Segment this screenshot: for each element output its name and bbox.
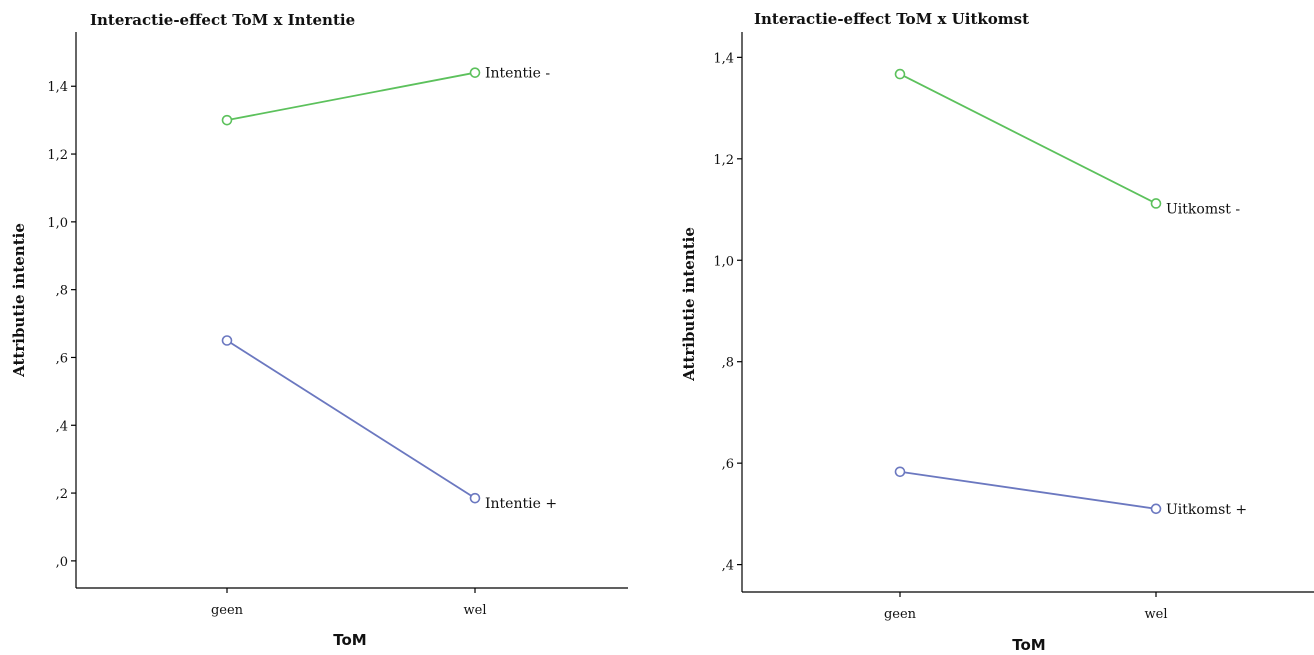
data-point <box>1150 198 1162 209</box>
x-tick-label: wel <box>464 603 487 618</box>
y-tick-label: ,8 <box>722 356 734 371</box>
chart-title: Interactie-effect ToM x Intentie <box>90 11 355 29</box>
x-axis-label: ToM <box>1012 636 1045 654</box>
x-axis-label: ToM <box>333 631 366 649</box>
y-tick-label: ,6 <box>722 457 734 472</box>
y-axis-label: Attributie intentie <box>680 227 698 382</box>
y-axis-label: Attributie intentie <box>10 223 28 378</box>
x-tick-label: geen <box>884 607 917 622</box>
plot-area: ,4 ,6 ,8 1,0 1,2 1,4 geen wel Uitkomst - Uitkomst… <box>713 32 1314 622</box>
x-tick-label: geen <box>211 603 244 618</box>
data-point <box>221 114 233 126</box>
series-label: Intentie + <box>485 496 557 512</box>
y-tick-label: 1,0 <box>47 216 68 231</box>
chart-uitkomst: Interactie-effect ToM x Uitkomst Attribu… <box>680 10 1314 654</box>
chart-intentie: Interactie-effect ToM x Intentie Attribu… <box>10 11 628 649</box>
y-tick-label: ,4 <box>722 559 734 574</box>
data-point <box>469 67 481 78</box>
y-tick-label: 1,2 <box>713 153 734 168</box>
plot-area: ,0 ,2 ,4 ,6 ,8 1,0 1,2 1,4 geen wel Intentie - Inte… <box>47 32 628 618</box>
series-line <box>226 339 476 499</box>
chart-title: Interactie-effect ToM x Uitkomst <box>754 10 1029 28</box>
series-label: Intentie - <box>485 66 550 82</box>
data-point <box>1150 503 1162 515</box>
series-label: Uitkomst + <box>1166 502 1247 518</box>
x-tick-label: wel <box>1145 607 1168 622</box>
y-tick-label: ,4 <box>56 419 68 434</box>
series-line <box>899 470 1157 510</box>
y-tick-label: ,2 <box>56 487 68 502</box>
data-point <box>894 68 906 80</box>
data-point <box>894 466 906 478</box>
y-tick-label: ,6 <box>56 351 68 366</box>
series-line <box>899 73 1157 205</box>
data-point <box>469 492 481 504</box>
data-point <box>221 335 233 346</box>
series-line <box>226 71 476 122</box>
series-label: Uitkomst - <box>1166 201 1240 217</box>
y-tick-label: 1,4 <box>47 80 68 95</box>
y-tick-label: ,8 <box>56 284 68 299</box>
y-tick-label: 1,0 <box>713 254 734 269</box>
y-tick-label: 1,4 <box>713 51 734 66</box>
y-tick-label: 1,2 <box>47 148 68 163</box>
y-tick-label: ,0 <box>56 555 68 570</box>
